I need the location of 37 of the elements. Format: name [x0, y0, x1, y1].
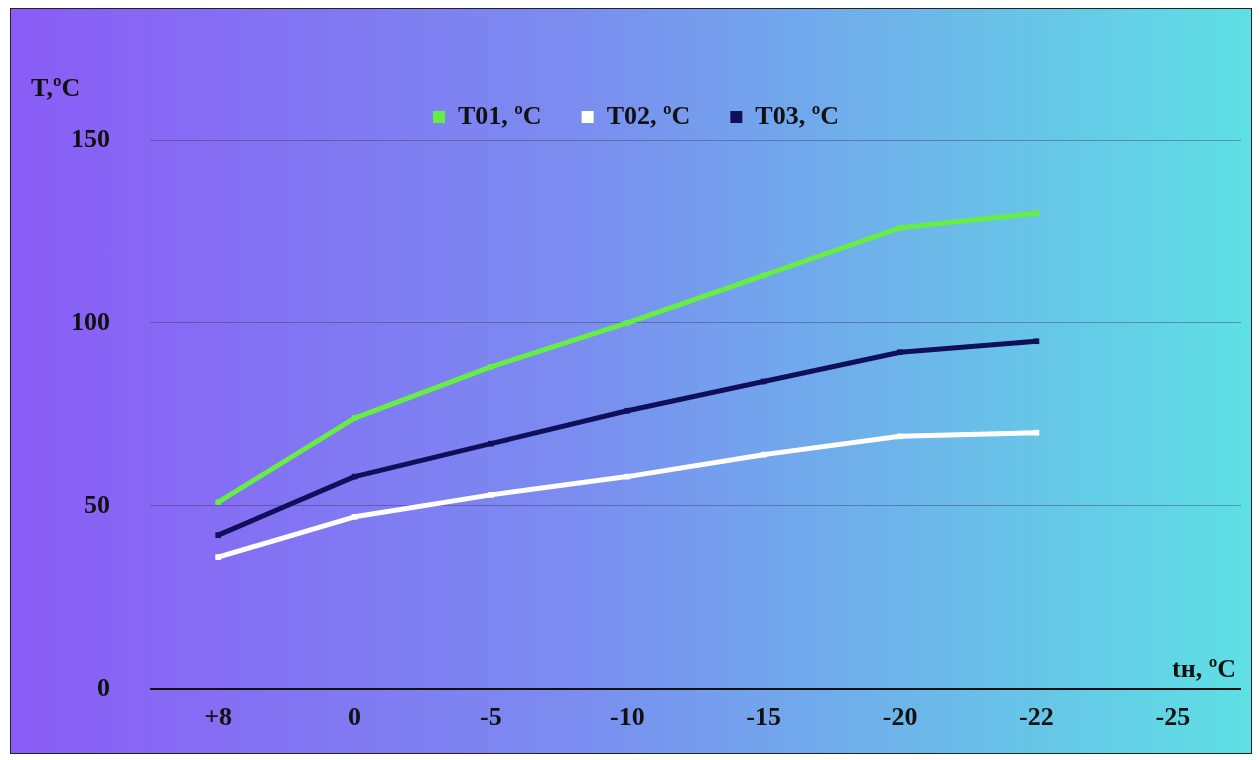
- x-tick-label: -10: [609, 702, 645, 732]
- point: [488, 492, 494, 498]
- x-tick-label: -25: [1155, 702, 1191, 732]
- y-tick-label: 100: [71, 306, 110, 336]
- x-tick-label: 0: [348, 702, 362, 732]
- point: [215, 554, 222, 560]
- x-tick-label: -5: [480, 702, 502, 732]
- point: [624, 407, 631, 414]
- point: [351, 415, 358, 421]
- point: [760, 272, 767, 279]
- y-tick-label: 50: [84, 489, 110, 519]
- point: [760, 451, 767, 458]
- x-tick-label: -15: [746, 702, 782, 732]
- point: [897, 224, 903, 231]
- y-tick-label: 0: [97, 672, 110, 702]
- point: [1033, 210, 1040, 216]
- point: [1033, 338, 1040, 345]
- y-axis-title: T,ºC: [31, 72, 81, 102]
- legend-label: T02, ºC: [606, 100, 691, 130]
- point: [897, 433, 903, 440]
- legend-label: T03, ºC: [755, 100, 840, 130]
- legend-label: T01, ºC: [457, 100, 542, 130]
- point: [488, 440, 494, 447]
- point: [1033, 429, 1040, 436]
- point: [351, 514, 358, 520]
- point: [624, 473, 631, 480]
- y-tick-label: 150: [71, 123, 110, 153]
- point: [624, 320, 631, 326]
- point: [215, 499, 222, 506]
- point: [488, 364, 494, 370]
- x-tick-label: -22: [1019, 702, 1054, 732]
- x-tick-label: +8: [204, 702, 233, 732]
- x-axis-title: tн, ºC: [1172, 653, 1236, 683]
- point: [897, 349, 903, 356]
- point: [760, 378, 767, 385]
- point: [215, 532, 222, 538]
- x-tick-label: -20: [882, 702, 918, 732]
